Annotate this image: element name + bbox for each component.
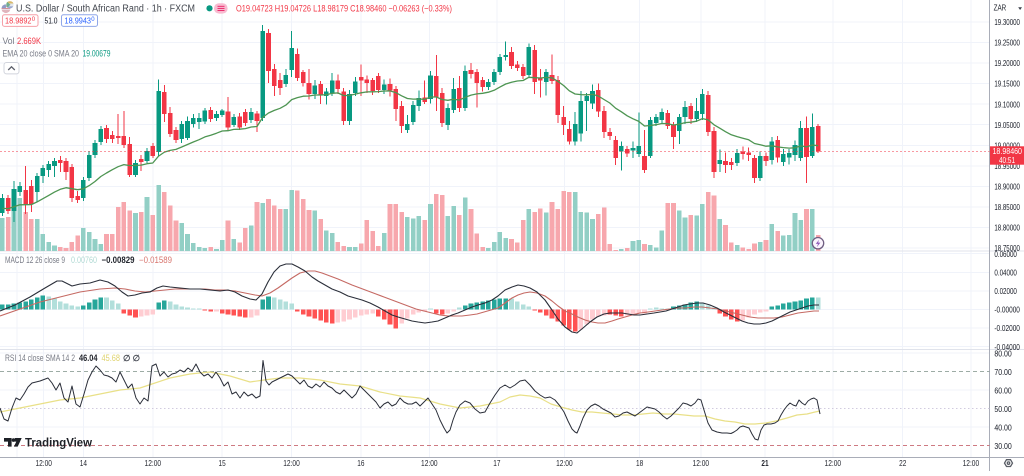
svg-text:19.30000: 19.30000 (994, 17, 1020, 27)
svg-text:12:00: 12:00 (963, 459, 980, 468)
svg-text:30.00: 30.00 (994, 441, 1012, 451)
svg-text:19.15000: 19.15000 (994, 79, 1020, 89)
svg-text:18.98460: 18.98460 (993, 146, 1023, 156)
svg-text:0.02000: 0.02000 (994, 286, 1017, 296)
svg-text:RSI 14 close SMA 14 2: RSI 14 close SMA 14 2 (5, 353, 75, 363)
svg-text:12:00: 12:00 (283, 459, 300, 468)
svg-text:0.04000: 0.04000 (994, 267, 1017, 277)
svg-text:18.9943: 18.9943 (65, 16, 92, 26)
svg-text:40:51: 40:51 (999, 155, 1015, 165)
svg-text:19.05000: 19.05000 (994, 120, 1020, 130)
svg-text:19.25000: 19.25000 (994, 38, 1020, 48)
svg-text:18.9892: 18.9892 (5, 16, 32, 26)
svg-text:-0.02000: -0.02000 (994, 323, 1020, 333)
svg-text:70.00: 70.00 (994, 367, 1012, 377)
svg-text:12:00: 12:00 (145, 459, 162, 468)
svg-text:18: 18 (636, 459, 643, 468)
svg-text:12:00: 12:00 (693, 459, 710, 468)
svg-text:0.06000: 0.06000 (994, 249, 1017, 259)
svg-text:19.10000: 19.10000 (994, 99, 1020, 109)
svg-text:0: 0 (32, 17, 36, 23)
svg-text:19.20000: 19.20000 (994, 58, 1020, 68)
svg-text:46.04: 46.04 (79, 353, 98, 363)
svg-text:17: 17 (493, 459, 500, 468)
svg-text:EMA 20 close 0 SMA 20: EMA 20 close 0 SMA 20 (3, 49, 80, 59)
svg-text:18.75000: 18.75000 (994, 243, 1020, 253)
svg-text:50.00: 50.00 (994, 404, 1012, 414)
svg-text:0.00760: 0.00760 (71, 255, 97, 265)
svg-text:−0.00829: −0.00829 (102, 255, 135, 265)
svg-text:60.00: 60.00 (994, 385, 1012, 395)
svg-text:18.85000: 18.85000 (994, 202, 1020, 212)
svg-text:22: 22 (899, 459, 906, 468)
svg-text:MACD 12 26 close 9: MACD 12 26 close 9 (5, 255, 65, 265)
svg-text:U.S. Dollar / South African Ra: U.S. Dollar / South African Rand · 1h · … (16, 4, 195, 15)
svg-text:18.90000: 18.90000 (994, 181, 1020, 191)
svg-text:19.00000: 19.00000 (994, 140, 1020, 150)
svg-text:19.00679: 19.00679 (83, 49, 111, 59)
svg-text:16: 16 (357, 459, 364, 468)
svg-text:12:00: 12:00 (825, 459, 842, 468)
svg-text:21: 21 (761, 459, 769, 468)
svg-text:-0.00000: -0.00000 (994, 305, 1020, 315)
svg-text:12:00: 12:00 (421, 459, 438, 468)
svg-text:0: 0 (91, 17, 95, 23)
svg-text:40.00: 40.00 (994, 422, 1012, 432)
svg-text:ZAR: ZAR (994, 4, 1007, 13)
svg-text:−0.01589: −0.01589 (139, 255, 172, 265)
svg-text:2.669K: 2.669K (17, 36, 41, 46)
svg-text:18.95000: 18.95000 (994, 161, 1020, 171)
svg-text:15: 15 (219, 459, 227, 468)
svg-text:12:00: 12:00 (35, 459, 52, 468)
svg-text:12:00: 12:00 (556, 459, 573, 468)
svg-text:O19.04723 H19.04726 L18.98179: O19.04723 H19.04726 L18.98179 C18.98460 … (236, 3, 452, 13)
svg-text:∅ ∅: ∅ ∅ (123, 353, 140, 363)
svg-text:Vol: Vol (3, 36, 15, 46)
svg-text:80.00: 80.00 (994, 348, 1012, 358)
svg-text:14: 14 (80, 459, 88, 468)
svg-text:18.80000: 18.80000 (994, 223, 1020, 233)
svg-text:TradingView: TradingView (25, 436, 93, 450)
svg-text:-0.04000: -0.04000 (994, 342, 1020, 352)
svg-text:45.68: 45.68 (102, 353, 121, 363)
svg-text:51.0: 51.0 (45, 17, 59, 26)
